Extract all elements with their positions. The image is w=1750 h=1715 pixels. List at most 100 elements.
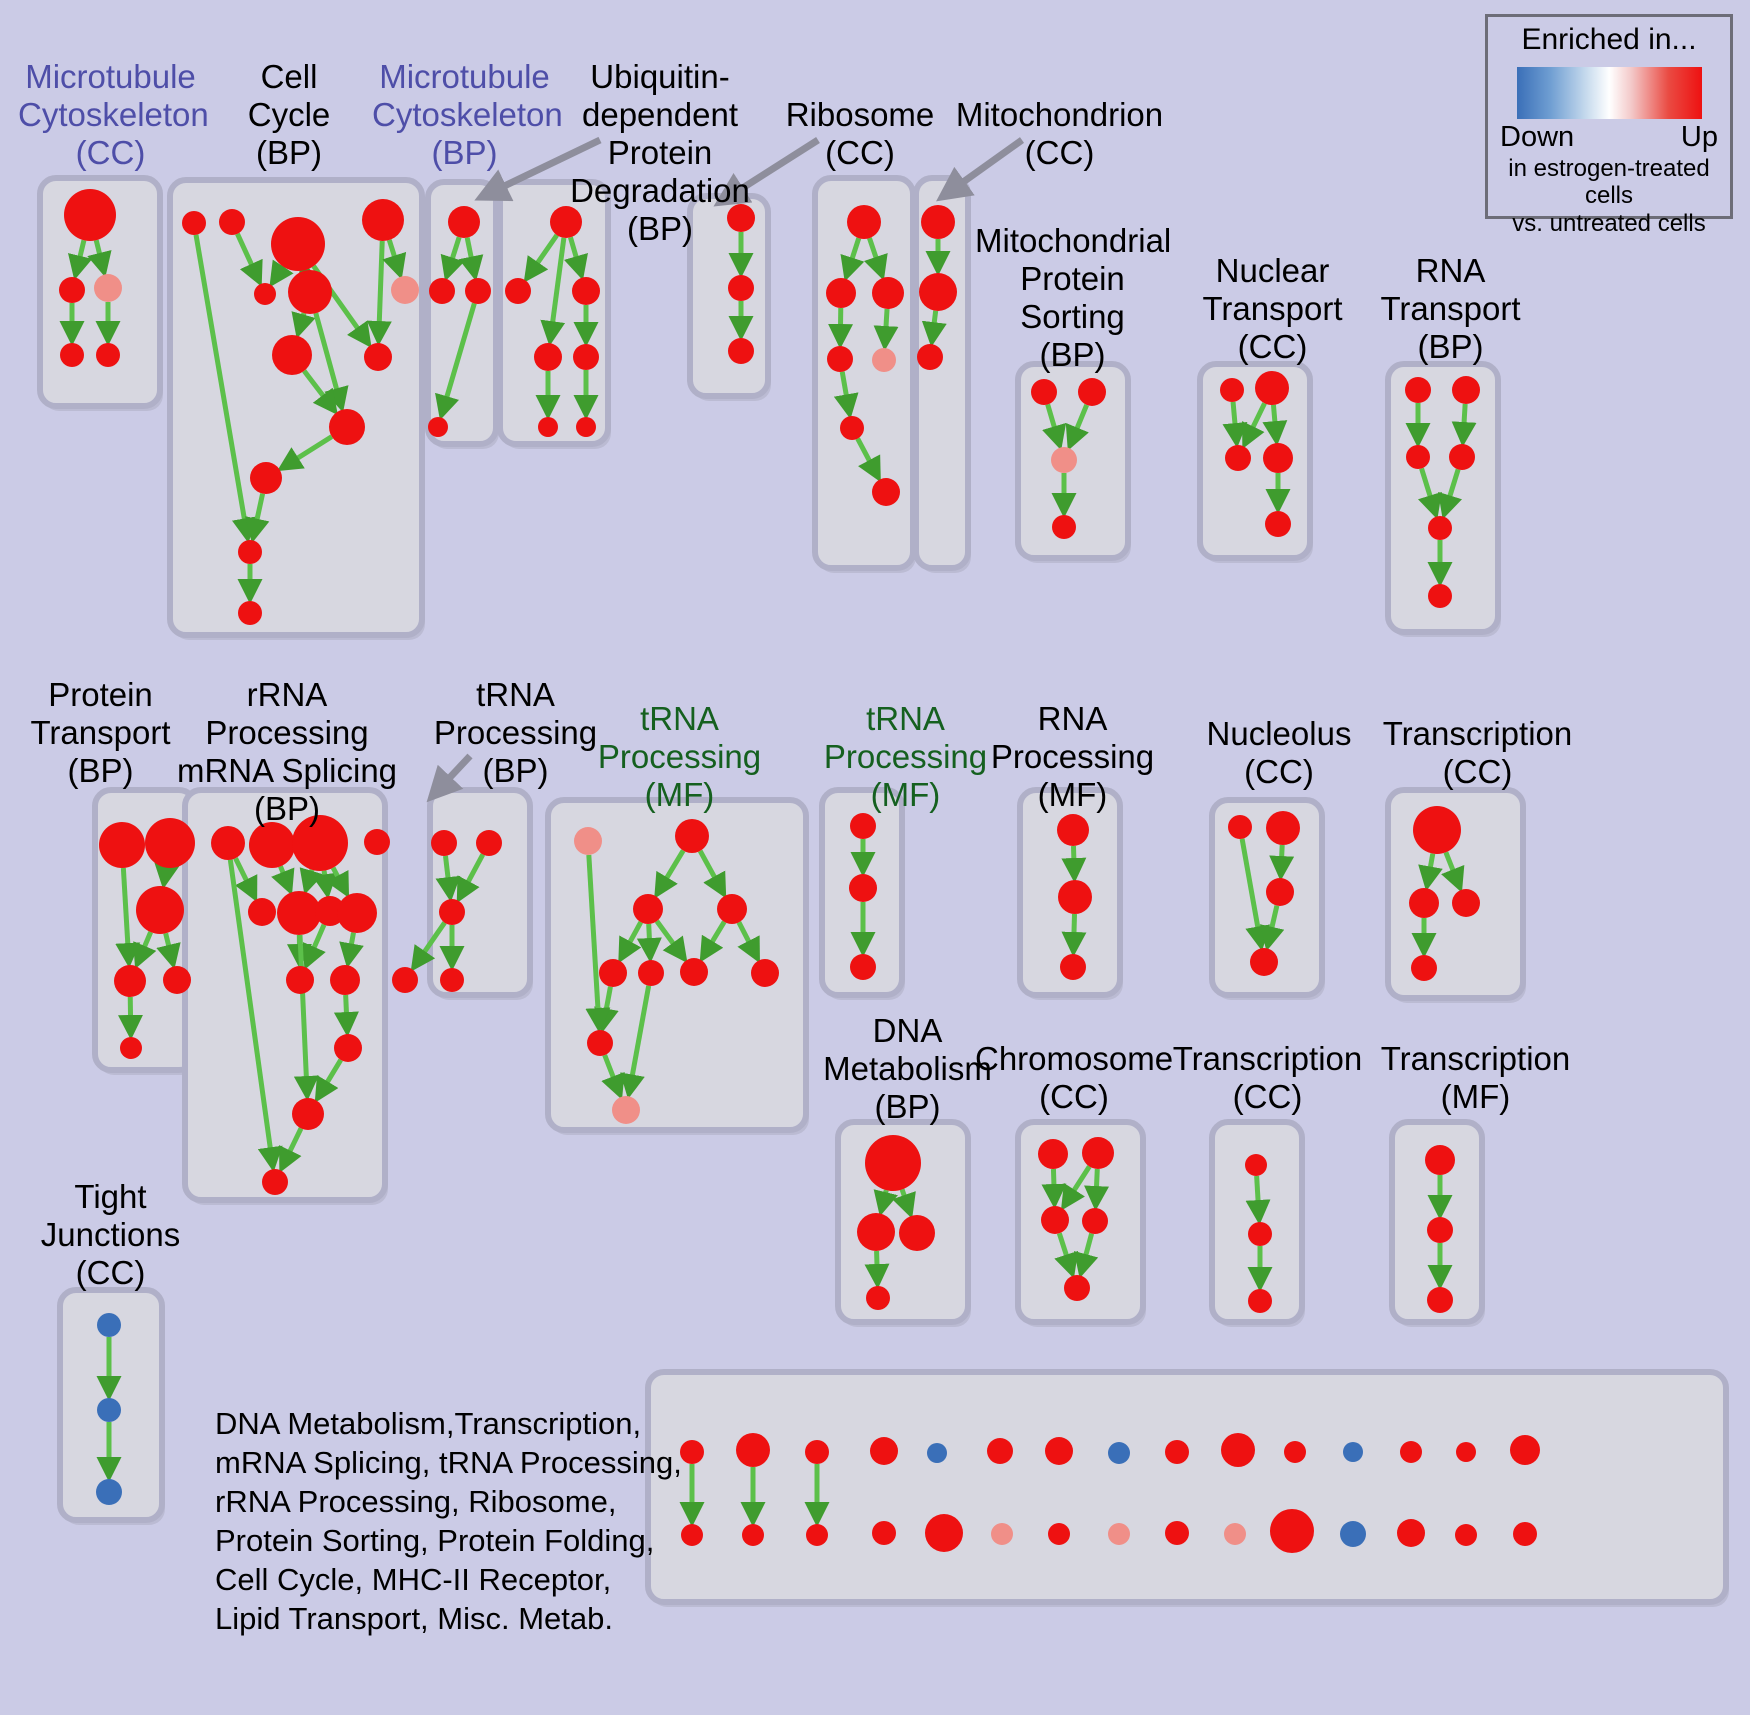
gene-set-node[interactable] xyxy=(727,204,755,232)
gene-set-node[interactable] xyxy=(429,278,455,304)
gene-set-node[interactable] xyxy=(1266,878,1294,906)
gene-set-node[interactable] xyxy=(870,1437,898,1465)
gene-set-node[interactable] xyxy=(872,277,904,309)
gene-set-node[interactable] xyxy=(505,278,531,304)
gene-set-node[interactable] xyxy=(736,1433,770,1467)
gene-set-node[interactable] xyxy=(120,1037,142,1059)
gene-set-node[interactable] xyxy=(826,278,856,308)
gene-set-node[interactable] xyxy=(728,275,754,301)
gene-set-node[interactable] xyxy=(219,209,245,235)
gene-set-node[interactable] xyxy=(248,898,276,926)
gene-set-node[interactable] xyxy=(329,409,365,445)
gene-set-node[interactable] xyxy=(272,335,312,375)
gene-set-node[interactable] xyxy=(1108,1442,1130,1464)
gene-set-node[interactable] xyxy=(1456,1442,1476,1462)
gene-set-node[interactable] xyxy=(1064,1275,1090,1301)
gene-set-node[interactable] xyxy=(633,894,663,924)
gene-set-node[interactable] xyxy=(850,954,876,980)
gene-set-node[interactable] xyxy=(182,211,206,235)
gene-set-node[interactable] xyxy=(1263,443,1293,473)
gene-set-node[interactable] xyxy=(1165,1521,1189,1545)
gene-set-node[interactable] xyxy=(64,189,116,241)
gene-set-node[interactable] xyxy=(1409,888,1439,918)
gene-set-node[interactable] xyxy=(1428,584,1452,608)
gene-set-node[interactable] xyxy=(1031,379,1057,405)
gene-set-node[interactable] xyxy=(872,348,896,372)
gene-set-node[interactable] xyxy=(806,1524,828,1546)
gene-set-node[interactable] xyxy=(440,968,464,992)
gene-set-node[interactable] xyxy=(1224,1523,1246,1545)
gene-set-node[interactable] xyxy=(865,1135,921,1191)
gene-set-node[interactable] xyxy=(334,1034,362,1062)
gene-set-node[interactable] xyxy=(1248,1289,1272,1313)
gene-set-node[interactable] xyxy=(587,1030,613,1056)
gene-set-node[interactable] xyxy=(919,273,957,311)
gene-set-node[interactable] xyxy=(925,1514,963,1552)
gene-set-node[interactable] xyxy=(315,896,345,926)
gene-set-node[interactable] xyxy=(576,417,596,437)
gene-set-node[interactable] xyxy=(866,1286,890,1310)
gene-set-node[interactable] xyxy=(899,1215,935,1251)
gene-set-node[interactable] xyxy=(1245,1154,1267,1176)
gene-set-node[interactable] xyxy=(991,1523,1013,1545)
gene-set-node[interactable] xyxy=(550,206,582,238)
gene-set-node[interactable] xyxy=(254,283,276,305)
gene-set-node[interactable] xyxy=(428,417,448,437)
gene-set-node[interactable] xyxy=(805,1440,829,1464)
gene-set-node[interactable] xyxy=(1427,1287,1453,1313)
gene-set-node[interactable] xyxy=(364,829,390,855)
gene-set-node[interactable] xyxy=(599,959,627,987)
gene-set-node[interactable] xyxy=(1428,516,1452,540)
gene-set-node[interactable] xyxy=(262,1169,288,1195)
gene-set-node[interactable] xyxy=(850,813,876,839)
gene-set-node[interactable] xyxy=(391,276,419,304)
gene-set-node[interactable] xyxy=(1427,1217,1453,1243)
gene-set-node[interactable] xyxy=(675,819,709,853)
gene-set-node[interactable] xyxy=(114,965,146,997)
gene-set-node[interactable] xyxy=(238,540,262,564)
gene-set-node[interactable] xyxy=(681,1524,703,1546)
gene-set-node[interactable] xyxy=(1165,1440,1189,1464)
gene-set-node[interactable] xyxy=(392,967,418,993)
gene-set-node[interactable] xyxy=(337,893,377,933)
gene-set-node[interactable] xyxy=(1425,1145,1455,1175)
gene-set-node[interactable] xyxy=(573,344,599,370)
gene-set-node[interactable] xyxy=(97,1398,121,1422)
gene-set-node[interactable] xyxy=(680,1440,704,1464)
gene-set-node[interactable] xyxy=(330,965,360,995)
gene-set-node[interactable] xyxy=(1051,447,1077,473)
gene-set-node[interactable] xyxy=(1265,511,1291,537)
gene-set-node[interactable] xyxy=(1452,889,1480,917)
gene-set-node[interactable] xyxy=(99,822,145,868)
gene-set-node[interactable] xyxy=(638,960,664,986)
gene-set-node[interactable] xyxy=(1078,378,1106,406)
gene-set-node[interactable] xyxy=(1343,1442,1363,1462)
gene-set-node[interactable] xyxy=(1220,378,1244,402)
gene-set-node[interactable] xyxy=(60,343,84,367)
gene-set-node[interactable] xyxy=(288,270,332,314)
gene-set-node[interactable] xyxy=(827,346,853,372)
gene-set-node[interactable] xyxy=(362,199,404,241)
gene-set-node[interactable] xyxy=(538,417,558,437)
gene-set-node[interactable] xyxy=(1048,1523,1070,1545)
gene-set-node[interactable] xyxy=(96,343,120,367)
gene-set-node[interactable] xyxy=(364,343,392,371)
gene-set-node[interactable] xyxy=(574,827,602,855)
gene-set-node[interactable] xyxy=(1108,1523,1130,1545)
gene-set-node[interactable] xyxy=(1082,1208,1108,1234)
gene-set-node[interactable] xyxy=(1284,1441,1306,1463)
gene-set-node[interactable] xyxy=(751,959,779,987)
gene-set-node[interactable] xyxy=(292,1098,324,1130)
gene-set-node[interactable] xyxy=(717,894,747,924)
gene-set-node[interactable] xyxy=(1270,1509,1314,1553)
gene-set-node[interactable] xyxy=(1248,1222,1272,1246)
gene-set-node[interactable] xyxy=(612,1096,640,1124)
gene-set-node[interactable] xyxy=(1038,1139,1068,1169)
gene-set-node[interactable] xyxy=(211,826,245,860)
gene-set-node[interactable] xyxy=(448,206,480,238)
gene-set-node[interactable] xyxy=(1225,445,1251,471)
gene-set-node[interactable] xyxy=(849,874,877,902)
gene-set-node[interactable] xyxy=(1082,1137,1114,1169)
gene-set-node[interactable] xyxy=(1405,377,1431,403)
gene-set-node[interactable] xyxy=(917,344,943,370)
